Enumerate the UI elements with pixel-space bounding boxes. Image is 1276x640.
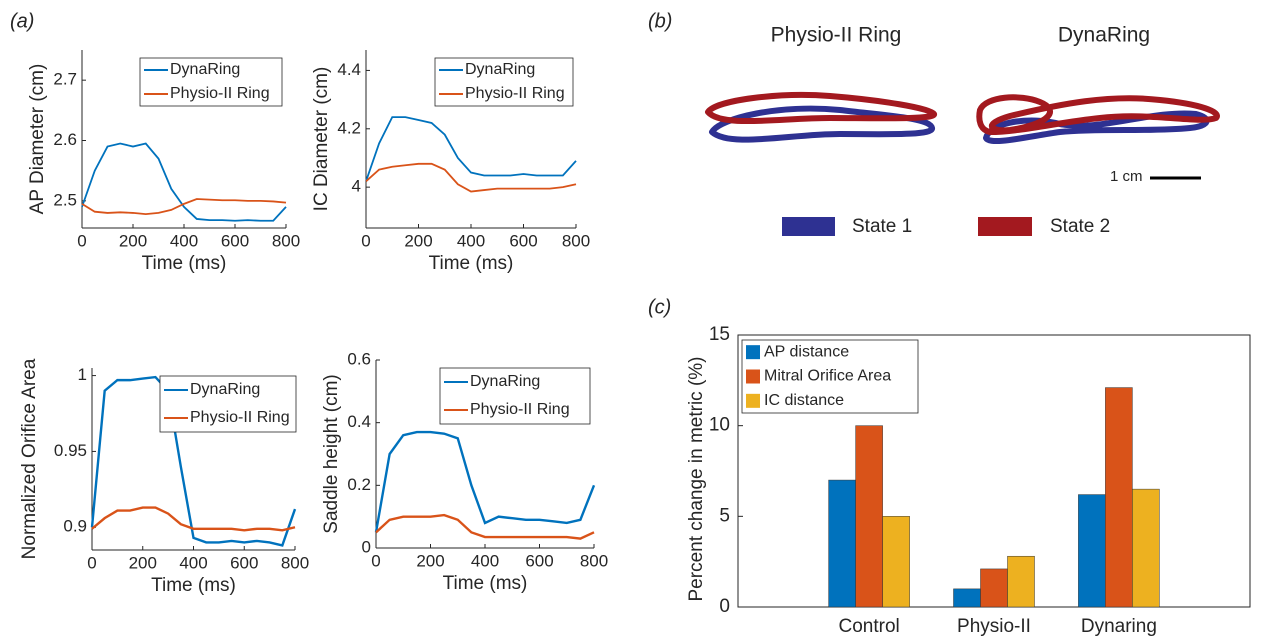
legend-label: DynaRing (470, 373, 540, 390)
x-tick-label: 400 (471, 551, 499, 570)
y-tick-label: 0.4 (347, 412, 371, 431)
legend-label: Mitral Orifice Area (764, 368, 891, 385)
y-tick-label: 0.2 (347, 475, 371, 494)
series-line (90, 375, 297, 547)
x-tick-label: 600 (230, 553, 258, 572)
bar (980, 568, 1008, 608)
y-axis-label: IC Diameter (cm) (311, 67, 332, 212)
series-line (81, 142, 287, 222)
x-tick-label: 0 (361, 231, 370, 250)
x-tick-label: 200 (416, 551, 444, 570)
y-tick-label: 2.5 (53, 190, 77, 209)
bar (828, 479, 856, 608)
y-tick-label: 0 (719, 596, 730, 617)
bar (953, 588, 981, 608)
legend-label: State 1 (852, 216, 912, 237)
x-tick-label: Control (838, 616, 899, 637)
scale-label: 1 cm (1110, 168, 1143, 185)
y-tick-label: 4.2 (337, 118, 361, 137)
bar (882, 516, 910, 608)
x-tick-label: 600 (509, 231, 537, 250)
legend-label: Physio-II Ring (170, 85, 270, 102)
y-tick-label: 0 (362, 537, 371, 556)
ring-title: DynaRing (1058, 24, 1150, 47)
y-tick-label: 10 (709, 415, 730, 436)
series-line (365, 162, 577, 193)
legend-swatch (746, 345, 760, 360)
y-tick-label: 4.4 (337, 60, 361, 79)
legend-box (139, 57, 283, 107)
x-tick-label: 0 (371, 551, 380, 570)
x-tick-label: 400 (170, 231, 198, 250)
bar (1132, 488, 1160, 608)
bar (1007, 555, 1035, 608)
legend-swatch (746, 369, 760, 384)
x-tick-label: 200 (404, 231, 432, 250)
x-tick-label: 400 (457, 231, 485, 250)
ring-title: Physio-II Ring (771, 24, 902, 47)
x-tick-label: 800 (272, 231, 300, 250)
legend-swatch (978, 217, 1032, 236)
legend-label: DynaRing (465, 61, 535, 78)
legend-label: Physio-II Ring (465, 85, 565, 102)
bar (855, 425, 883, 608)
ring-state2 (976, 94, 1220, 135)
x-axis-label: Time (ms) (142, 253, 227, 274)
legend-box (439, 367, 591, 425)
series-line (365, 116, 577, 182)
legend-label: Physio-II Ring (190, 409, 290, 426)
legend-label: State 2 (1050, 216, 1110, 237)
y-tick-label: 0.6 (347, 349, 371, 368)
series-line (91, 506, 296, 532)
x-tick-label: 200 (129, 553, 157, 572)
legend-label: DynaRing (170, 61, 240, 78)
x-tick-label: Physio-II (957, 616, 1031, 637)
series-line (81, 198, 287, 216)
x-tick-label: Dynaring (1081, 616, 1157, 637)
ring-state2 (705, 91, 938, 125)
y-tick-label: 1 (78, 365, 87, 384)
y-axis-label: Normalized Orifice Area (19, 358, 40, 559)
y-tick-label: 15 (709, 324, 730, 345)
x-axis-label: Time (ms) (151, 575, 236, 596)
x-tick-label: 0 (87, 553, 96, 572)
series-line (375, 513, 595, 540)
panel-label: (a) (10, 10, 34, 32)
legend-label: AP distance (764, 343, 849, 360)
legend-swatch (782, 217, 835, 236)
bar (1105, 387, 1133, 608)
x-tick-label: 0 (77, 231, 86, 250)
y-tick-label: 4 (352, 177, 361, 196)
series-line (374, 430, 596, 533)
legend-box (159, 375, 297, 433)
y-axis-label: Percent change in metric (%) (686, 357, 707, 602)
legend-box (434, 57, 574, 107)
panel-label: (b) (648, 10, 672, 32)
panel-label: (c) (648, 296, 671, 318)
y-axis-label: Saddle height (cm) (321, 374, 342, 533)
y-tick-label: 2.7 (53, 70, 77, 89)
legend-box (741, 339, 919, 414)
x-tick-label: 200 (119, 231, 147, 250)
y-axis-label: AP Diameter (cm) (27, 64, 48, 215)
legend-label: DynaRing (190, 381, 260, 398)
x-tick-label: 800 (281, 553, 309, 572)
legend-label: Physio-II Ring (470, 401, 570, 418)
x-tick-label: 600 (221, 231, 249, 250)
x-tick-label: 800 (562, 231, 590, 250)
x-axis-label: Time (ms) (443, 573, 528, 594)
y-tick-label: 0.95 (54, 441, 87, 460)
bar (1078, 494, 1106, 608)
x-tick-label: 400 (179, 553, 207, 572)
legend-label: IC distance (764, 392, 844, 409)
y-tick-label: 2.6 (53, 130, 77, 149)
x-axis-label: Time (ms) (429, 253, 514, 274)
x-tick-label: 600 (525, 551, 553, 570)
ring-state1 (709, 105, 935, 143)
x-tick-label: 800 (580, 551, 608, 570)
y-tick-label: 5 (719, 505, 730, 526)
y-tick-label: 0.9 (63, 517, 87, 536)
legend-swatch (746, 393, 760, 408)
